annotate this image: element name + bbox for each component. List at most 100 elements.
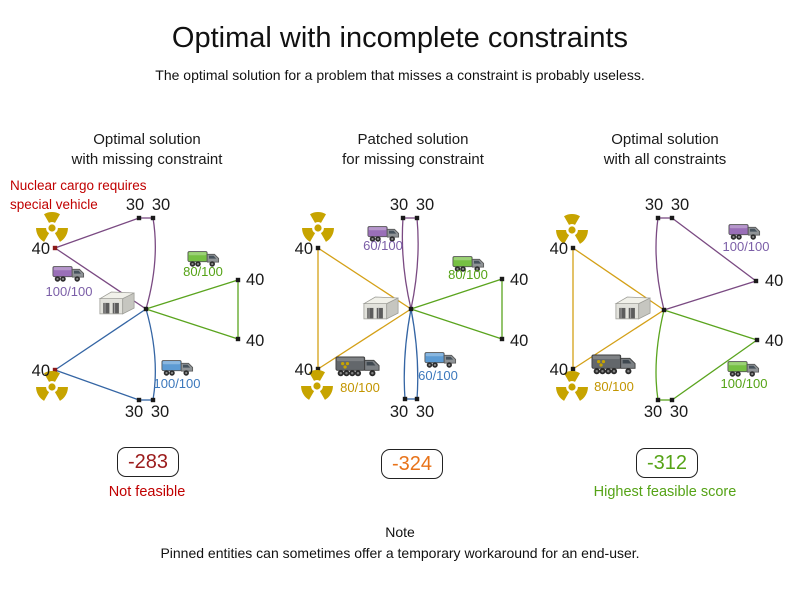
customer-node bbox=[669, 397, 675, 403]
depot-node bbox=[143, 306, 149, 312]
demand-label: 30 bbox=[125, 403, 143, 421]
route-purple bbox=[401, 217, 419, 310]
customer-node bbox=[655, 397, 661, 403]
nuclear-icon bbox=[300, 212, 336, 243]
nodes bbox=[570, 215, 760, 403]
feasibility-note-3: Highest feasible score bbox=[593, 484, 737, 500]
depot-icon bbox=[99, 291, 135, 315]
demand-label: 30 bbox=[151, 403, 169, 421]
panel-3-header-line1: Optimal solution bbox=[611, 131, 719, 148]
panel-1-header-line2: with missing constraint bbox=[71, 151, 223, 168]
customer-node bbox=[150, 215, 156, 221]
page-title: Optimal with incomplete constraints bbox=[171, 22, 629, 54]
nuclear-constraint-annotation: Nuclear cargo requires special vehicle bbox=[10, 176, 180, 214]
demand-label: 40 bbox=[295, 361, 313, 379]
demand-label: 40 bbox=[550, 240, 568, 258]
customer-node bbox=[150, 397, 156, 403]
route-green bbox=[655, 309, 758, 401]
customer-node bbox=[136, 397, 142, 403]
purple-truck-icon bbox=[52, 266, 85, 283]
depot-node bbox=[408, 306, 414, 312]
capacity-label-purple: 100/100 bbox=[723, 239, 770, 254]
annotation-line2: special vehicle bbox=[10, 197, 98, 212]
score-badge-2: -324 bbox=[381, 449, 443, 479]
note-heading: Note bbox=[385, 524, 415, 540]
feasibility-note-1: Not feasible bbox=[108, 484, 186, 500]
demand-label: 40 bbox=[765, 332, 783, 350]
customer-node-nuclear bbox=[315, 366, 321, 372]
customer-node bbox=[499, 276, 505, 282]
panel-2-header: Patched solution for missing constraint bbox=[288, 130, 538, 170]
demand-label: 30 bbox=[416, 196, 434, 214]
note-text: Pinned entities can sometimes offer a te… bbox=[160, 545, 640, 561]
capacity-label-purple: 100/100 bbox=[46, 284, 93, 299]
customer-node bbox=[655, 215, 661, 221]
score-badge-3: -312 bbox=[636, 448, 698, 478]
nodes bbox=[52, 215, 241, 403]
customer-node bbox=[136, 215, 142, 221]
purple-truck-icon bbox=[728, 224, 761, 241]
customer-node bbox=[402, 396, 408, 402]
demand-label: 40 bbox=[32, 240, 50, 258]
route-purple bbox=[655, 217, 757, 311]
demand-label: 40 bbox=[510, 271, 528, 289]
customer-node-nuclear bbox=[52, 367, 58, 373]
depot-icon bbox=[363, 296, 399, 320]
customer-node-nuclear bbox=[52, 245, 58, 251]
customer-node bbox=[414, 215, 420, 221]
demand-label: 30 bbox=[644, 403, 662, 421]
capacity-label-green: 80/100 bbox=[448, 267, 488, 282]
panel-2-header-line1: Patched solution bbox=[357, 131, 469, 148]
capacity-label-green: 100/100 bbox=[721, 376, 768, 391]
customer-node-nuclear bbox=[315, 245, 321, 251]
demand-label: 30 bbox=[390, 196, 408, 214]
score-badge-1: -283 bbox=[117, 447, 179, 477]
demand-label: 40 bbox=[295, 240, 313, 258]
route-green bbox=[145, 279, 239, 340]
panel-1-header-line1: Optimal solution bbox=[93, 131, 201, 148]
capacity-label-gold: 80/100 bbox=[594, 379, 634, 394]
depot-icon bbox=[615, 296, 651, 320]
nodes bbox=[315, 215, 505, 402]
nuclear-icon bbox=[34, 212, 70, 243]
customer-node bbox=[753, 278, 759, 284]
special-gold-truck-icon bbox=[591, 354, 636, 375]
panel-1-header: Optimal solution with missing constraint bbox=[22, 130, 272, 170]
customer-node bbox=[414, 396, 420, 402]
blue-truck-icon bbox=[161, 360, 194, 377]
demand-label: 30 bbox=[390, 403, 408, 421]
capacity-label-blue: 60/100 bbox=[418, 368, 458, 383]
route-blue bbox=[403, 308, 419, 400]
customer-node-nuclear bbox=[570, 366, 576, 372]
panel-2-diagram: 40 40 30 30 40 40 30 30 60/100 80/100 80… bbox=[295, 196, 529, 421]
demand-label: 40 bbox=[246, 332, 264, 350]
customer-node bbox=[235, 277, 241, 283]
customer-node bbox=[754, 337, 760, 343]
green-truck-icon bbox=[727, 361, 760, 378]
demand-label: 30 bbox=[416, 403, 434, 421]
panel-1-diagram: 40 40 30 30 40 40 30 30 100/100 80/100 1… bbox=[32, 196, 265, 421]
depot-node bbox=[661, 307, 667, 313]
capacity-label-gold: 80/100 bbox=[340, 380, 380, 395]
demand-label: 40 bbox=[765, 272, 783, 290]
demand-label: 30 bbox=[671, 196, 689, 214]
capacity-label-green: 80/100 bbox=[183, 264, 223, 279]
blue-truck-icon bbox=[424, 352, 457, 369]
special-gold-truck-icon bbox=[335, 356, 380, 377]
customer-node bbox=[235, 336, 241, 342]
demand-label: 40 bbox=[510, 332, 528, 350]
annotation-line1: Nuclear cargo requires bbox=[10, 178, 147, 193]
demand-label: 30 bbox=[152, 196, 170, 214]
route-blue bbox=[54, 308, 156, 401]
customer-node bbox=[499, 336, 505, 342]
customer-node bbox=[669, 215, 675, 221]
customer-node bbox=[400, 215, 406, 221]
demand-label: 30 bbox=[645, 196, 663, 214]
customer-node-nuclear bbox=[570, 245, 576, 251]
panel-3-header: Optimal solution with all constraints bbox=[540, 130, 790, 170]
panel-3-diagram: 40 40 30 30 40 40 30 30 100/100 80/100 1… bbox=[550, 196, 784, 421]
demand-label: 40 bbox=[246, 271, 264, 289]
capacity-label-purple: 60/100 bbox=[363, 238, 403, 253]
panel-2-header-line2: for missing constraint bbox=[342, 151, 484, 168]
